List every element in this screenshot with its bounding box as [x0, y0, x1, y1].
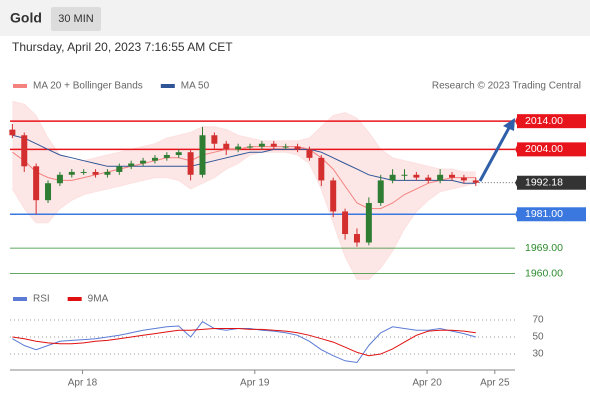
candle-body [199, 135, 206, 175]
candle-body [21, 135, 28, 167]
candle-body [151, 157, 158, 161]
candle-body [33, 166, 40, 201]
target-arrow [478, 125, 512, 182]
level-label-box [517, 175, 586, 190]
candle-body [92, 171, 99, 175]
legend-label: RSI [33, 294, 50, 305]
candle-body [401, 174, 408, 176]
legend-swatch [67, 297, 82, 301]
level-label: 1981.00 [525, 208, 563, 220]
y-tick-label: 70 [532, 315, 544, 326]
legend-label: 9MA [88, 294, 109, 305]
candle-body [56, 174, 63, 184]
candle-body [45, 183, 52, 201]
candle-body [282, 146, 289, 148]
candle-body [294, 146, 301, 150]
level-label-pointer [515, 145, 517, 154]
legend-swatch [13, 297, 27, 301]
interval[interactable]: 30 MIN [58, 13, 94, 25]
candle-body [425, 177, 432, 181]
candle-body [223, 143, 230, 150]
symbol: Gold [10, 10, 42, 26]
candle-body [472, 180, 479, 183]
bollinger-lower [11, 151, 476, 280]
y-tick-label: 50 [532, 332, 544, 343]
y-tick-label: 30 [532, 349, 544, 360]
level-label: 1969.00 [525, 242, 563, 254]
candle-body [247, 146, 254, 148]
ma-line [12, 134, 476, 184]
bollinger-upper [12, 100, 476, 173]
source: Research © 2023 Trading Central [432, 81, 581, 92]
interval-badge[interactable] [51, 7, 101, 31]
candle-body [306, 149, 313, 158]
arrow-head [503, 118, 515, 131]
level-label-box [517, 207, 586, 222]
candle-body [365, 202, 372, 243]
candle-body [377, 180, 384, 203]
candle-body [163, 155, 170, 158]
candle-body [128, 163, 135, 167]
candle-body [342, 211, 349, 235]
legend-swatch [160, 84, 175, 88]
candle-body [449, 174, 456, 178]
candle-body [104, 171, 111, 175]
plot: MA 20 + Bollinger Bands MA 50 2014.00 2004.… [9, 81, 586, 389]
level-label: 2004.00 [525, 143, 563, 155]
x-tick-label: Apr 25 [480, 378, 510, 389]
rsi-line [12, 321, 476, 364]
bollinger-fill [12, 101, 476, 280]
candle-body [437, 174, 444, 181]
x-tick-label: Apr 18 [68, 378, 98, 389]
x-tick-label: Apr 19 [240, 378, 270, 389]
x-tick-label: Apr 20 [412, 378, 442, 389]
level-label-pointer [515, 210, 517, 219]
legend-label: MA 20 + Bollinger Bands [33, 81, 143, 92]
timestamp: Thursday, April 20, 2023 7:16:55 AM CET [12, 40, 233, 54]
candle-body [413, 174, 420, 178]
candle-body [330, 180, 337, 212]
candle-body [270, 143, 277, 147]
candle-body [460, 177, 467, 181]
candle-body [116, 166, 123, 172]
level-label: 2014.00 [525, 115, 563, 127]
candle-body [175, 152, 182, 156]
candle-body [187, 152, 194, 175]
candle-body [353, 234, 360, 243]
candle-body [9, 129, 16, 136]
ma-line [12, 146, 476, 210]
candle-body [235, 146, 242, 150]
level-label: 1992.18 [525, 177, 563, 189]
legend-swatch [13, 84, 27, 88]
candle-body [80, 171, 87, 173]
candle-body [140, 160, 147, 164]
rsi-line [12, 328, 476, 357]
candle-body [318, 157, 325, 181]
candle-body [68, 171, 75, 175]
level-label-pointer [515, 178, 517, 187]
level-label-box [517, 114, 586, 129]
level-label-box [517, 142, 586, 157]
candle-body [211, 135, 218, 144]
level-label: 1960.00 [525, 267, 563, 279]
candle-body [258, 143, 265, 147]
legend-label: MA 50 [181, 81, 210, 92]
level-label-pointer [515, 117, 517, 126]
candle-body [389, 174, 396, 181]
